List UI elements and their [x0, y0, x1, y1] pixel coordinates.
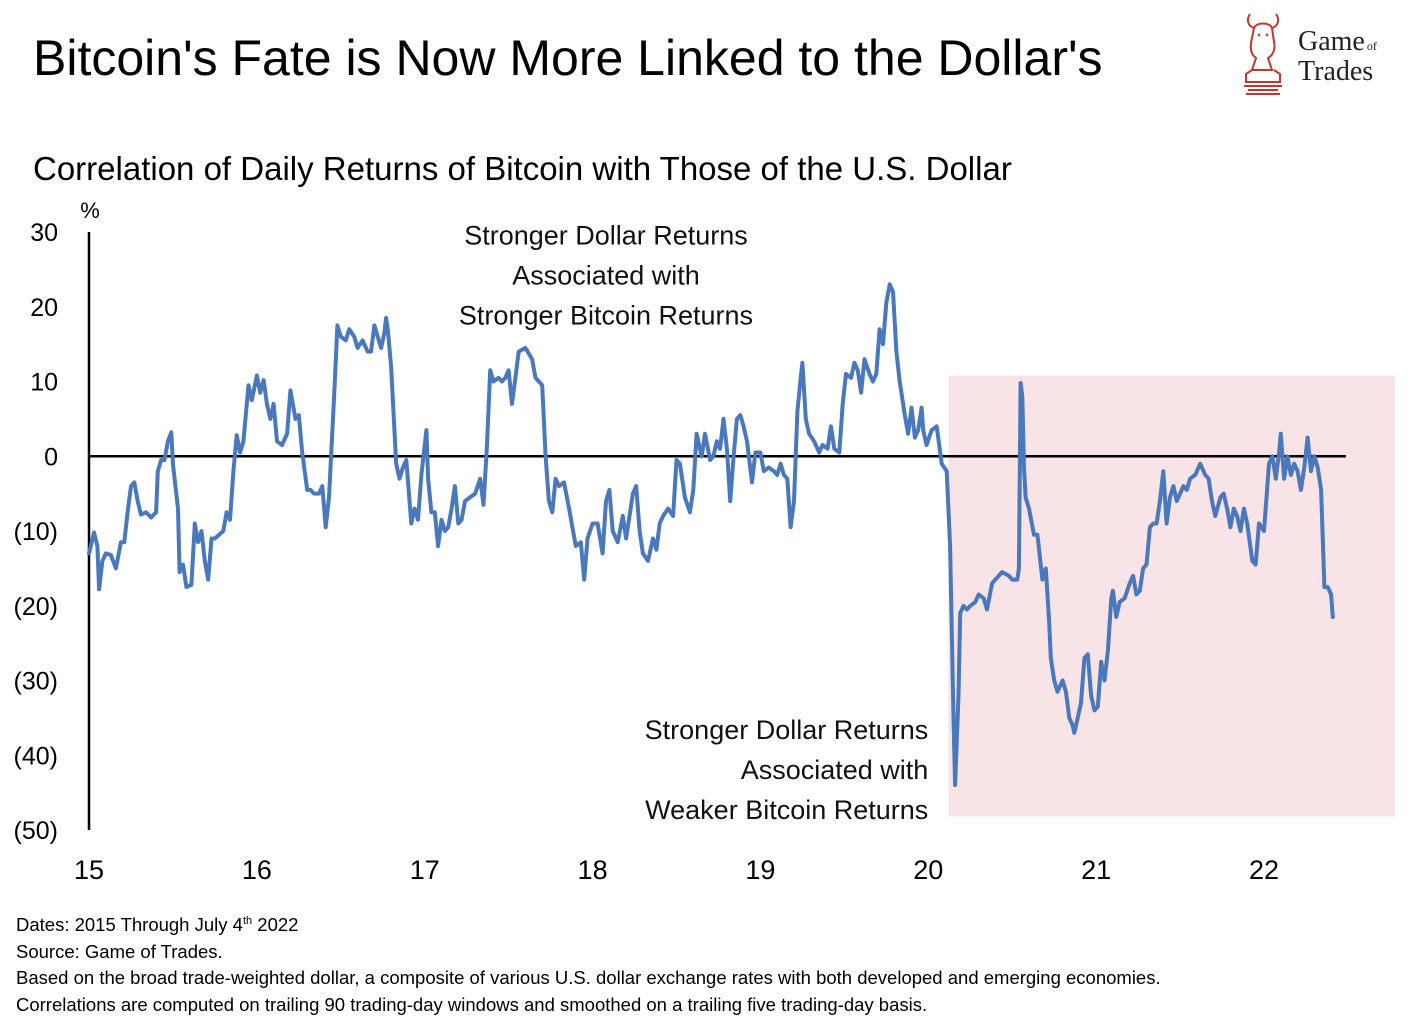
footnote-basis: Based on the broad trade-weighted dollar…	[16, 967, 1161, 988]
page-title: Bitcoin's Fate is Now More Linked to the…	[33, 30, 1103, 86]
correlation-chart: 30 20 10 0 (10) (20) (30) (40) (50)% 15 16 17 18 19 20…	[14, 198, 1395, 885]
series-line	[87, 282, 1335, 788]
x-tick-label: 16	[242, 855, 272, 885]
footnote-source: Source: Game of Trades.	[16, 940, 223, 962]
annotation-1-line: Stronger Dollar Returns	[464, 221, 748, 251]
x-tick-label: 20	[913, 855, 943, 885]
y-tick-label: 20	[30, 294, 58, 322]
annotation-1-line: Stronger Bitcoin Returns	[459, 301, 753, 331]
game-of-trades-logo: Game of Trades	[1244, 13, 1377, 95]
annotation-2-line: Weaker Bitcoin Returns	[645, 795, 928, 825]
logo-line1: Game of	[1298, 26, 1377, 57]
x-tick-label: 21	[1081, 855, 1111, 885]
y-tick-label: 0	[44, 443, 58, 471]
footnote-method: Correlations are computed on trailing 90…	[16, 993, 928, 1015]
chart-subtitle: Correlation of Daily Returns of Bitcoin …	[33, 150, 1012, 187]
shaded-region	[948, 375, 1395, 817]
x-tick-label: 19	[745, 855, 775, 885]
y-tick-label: 10	[30, 369, 58, 397]
x-tick-label: 22	[1249, 855, 1279, 885]
x-tick-label: 17	[410, 855, 440, 885]
logo-line2: Trades	[1298, 56, 1373, 87]
annotation-2-line: Associated with	[741, 755, 929, 785]
annotation-2-line: Stronger Dollar Returns	[645, 715, 929, 745]
y-axis-unit: %	[80, 198, 100, 223]
y-tick-label: (50)	[14, 817, 58, 845]
footnote-dates: Dates: 2015 Through July 4th 2022	[16, 914, 299, 935]
x-tick-label: 15	[74, 855, 104, 885]
annotation-1-line: Associated with	[512, 261, 700, 291]
x-tick-label: 18	[578, 855, 608, 885]
bull-knight-icon	[1244, 13, 1282, 95]
y-tick-label: 30	[30, 219, 58, 247]
y-tick-label: (40)	[14, 742, 58, 770]
y-tick-label: (10)	[14, 518, 58, 546]
y-tick-label: (30)	[14, 668, 58, 696]
footnotes: Dates: 2015 Through July 4th 2022 Source…	[16, 908, 1161, 1018]
y-tick-label: (20)	[14, 593, 58, 621]
